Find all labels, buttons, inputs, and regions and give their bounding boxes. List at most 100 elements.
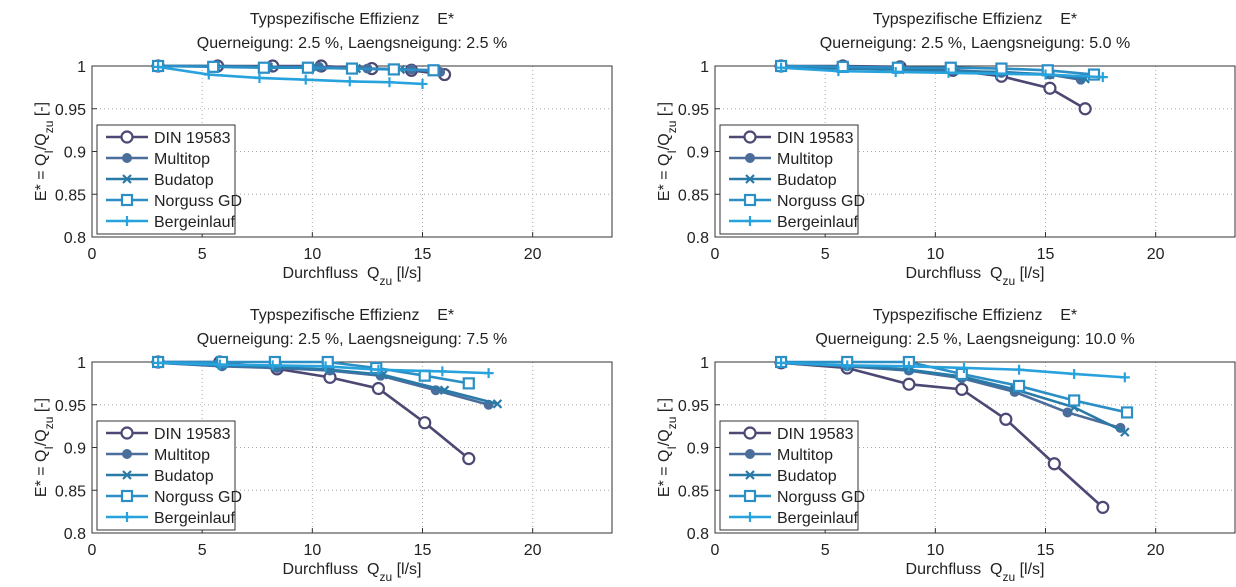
label-text: /Q bbox=[33, 429, 50, 446]
x-tick-label: 20 bbox=[524, 246, 542, 263]
chart-title: Typspezifische Effizienz E* bbox=[873, 11, 1077, 28]
x-axis-label: Durchfluss Qzu [l/s] bbox=[283, 265, 422, 288]
legend-label: DIN 19583 bbox=[154, 426, 231, 443]
y-tick-label: 0.85 bbox=[55, 187, 86, 204]
marker bbox=[120, 489, 134, 503]
marker bbox=[120, 193, 134, 207]
y-tick-label: 1 bbox=[700, 59, 709, 76]
x-tick-label: 0 bbox=[711, 542, 720, 559]
label-subscript: I bbox=[42, 446, 56, 449]
label-text: [l/s] bbox=[1015, 265, 1044, 282]
label-text: [-] bbox=[656, 102, 673, 121]
marker bbox=[1043, 81, 1057, 95]
marker bbox=[122, 153, 132, 163]
marker bbox=[1012, 379, 1026, 393]
legend-label: Multitop bbox=[154, 447, 210, 464]
marker bbox=[371, 381, 386, 396]
y-tick-label: 1 bbox=[77, 59, 86, 76]
marker bbox=[992, 68, 1003, 79]
legend-label: Multitop bbox=[777, 447, 833, 464]
legend-label: Norguss GD bbox=[777, 193, 865, 210]
marker bbox=[370, 361, 383, 375]
y-tick-label: 0.9 bbox=[64, 145, 86, 162]
marker bbox=[833, 66, 844, 77]
marker bbox=[300, 74, 311, 85]
marker bbox=[902, 377, 916, 391]
legend: DIN 19583 Multitop Budatop Norguss GD Bergei… bbox=[96, 420, 242, 531]
label-subscript: zu bbox=[379, 274, 392, 288]
y-tick-label: 0.8 bbox=[687, 526, 709, 543]
marker bbox=[301, 61, 315, 74]
label-text: E* = Q bbox=[656, 450, 673, 498]
marker bbox=[890, 66, 901, 77]
legend-label: Budatop bbox=[154, 468, 214, 485]
label-subscript: zu bbox=[1002, 274, 1015, 288]
marker bbox=[417, 78, 428, 89]
x-axis-label: Durchfluss Qzu [l/s] bbox=[906, 561, 1045, 584]
label-text: [-] bbox=[33, 102, 50, 121]
label-subscript: zu bbox=[379, 570, 392, 584]
marker bbox=[1068, 394, 1081, 407]
marker bbox=[1087, 68, 1101, 81]
y-tick-label: 0.85 bbox=[678, 187, 709, 204]
axes-box bbox=[714, 65, 1236, 238]
x-tick-label: 0 bbox=[88, 246, 97, 263]
marker bbox=[842, 360, 853, 371]
marker bbox=[320, 361, 331, 372]
y-tick-label: 0.8 bbox=[64, 230, 86, 247]
x-tick-label: 20 bbox=[524, 542, 542, 559]
marker bbox=[943, 67, 954, 78]
legend-label: DIN 19583 bbox=[777, 426, 854, 443]
x-tick-label: 5 bbox=[821, 542, 830, 559]
label-subscript: zu bbox=[42, 121, 56, 134]
marker bbox=[776, 62, 787, 73]
y-tick-label: 0.9 bbox=[64, 441, 86, 458]
x-tick-label: 10 bbox=[303, 542, 321, 559]
subplot: Typspezifische Effizienz E* Querneigung: … bbox=[33, 11, 613, 288]
marker bbox=[387, 63, 400, 76]
marker bbox=[745, 153, 755, 163]
y-axis-label: E* = QI/Qzu [-] bbox=[33, 398, 56, 497]
legend-label: Bergeinlauf bbox=[777, 510, 859, 527]
x-tick-label: 0 bbox=[711, 246, 720, 263]
marker bbox=[1047, 457, 1061, 471]
chart-subtitle: Querneigung: 2.5 %, Laengsneigung: 7.5 % bbox=[197, 331, 507, 348]
label-text: [-] bbox=[33, 398, 50, 417]
chart-title: Typspezifische Effizienz E* bbox=[250, 307, 454, 324]
marker bbox=[439, 385, 450, 395]
marker bbox=[373, 364, 384, 375]
marker bbox=[483, 368, 494, 379]
label-text: E* = Q bbox=[656, 154, 673, 202]
legend-label: Norguss GD bbox=[154, 193, 242, 210]
marker bbox=[745, 470, 755, 480]
legend-label: DIN 19583 bbox=[777, 130, 854, 147]
x-tick-label: 5 bbox=[198, 246, 207, 263]
x-tick-label: 5 bbox=[198, 542, 207, 559]
legend: DIN 19583 Multitop Budatop Norguss GD Bergei… bbox=[719, 124, 865, 235]
marker bbox=[153, 357, 164, 368]
subplot: Typspezifische Effizienz E* Querneigung: … bbox=[656, 307, 1236, 584]
marker bbox=[344, 76, 355, 87]
label-subscript: I bbox=[42, 150, 56, 153]
label-text: [l/s] bbox=[1015, 561, 1044, 578]
marker bbox=[745, 512, 755, 522]
label-subscript: zu bbox=[1002, 570, 1015, 584]
marker bbox=[462, 452, 476, 466]
legend-label: Multitop bbox=[777, 151, 833, 168]
chart-title: Typspezifische Effizienz E* bbox=[250, 11, 454, 28]
marker bbox=[944, 61, 957, 74]
marker bbox=[122, 216, 132, 226]
marker bbox=[207, 60, 220, 73]
legend: DIN 19583 Multitop Budatop Norguss GD Bergei… bbox=[96, 124, 242, 235]
label-text: E* = Q bbox=[33, 154, 50, 202]
legend-label: Budatop bbox=[777, 468, 837, 485]
subplot: Typspezifische Effizienz E* Querneigung: … bbox=[33, 307, 613, 584]
label-text: [l/s] bbox=[392, 561, 421, 578]
axes-box bbox=[91, 361, 613, 534]
x-tick-label: 0 bbox=[88, 542, 97, 559]
marker bbox=[958, 362, 969, 373]
chart-subtitle: Querneigung: 2.5 %, Laengsneigung: 5.0 % bbox=[820, 35, 1130, 52]
marker bbox=[122, 512, 132, 522]
marker bbox=[437, 366, 448, 377]
